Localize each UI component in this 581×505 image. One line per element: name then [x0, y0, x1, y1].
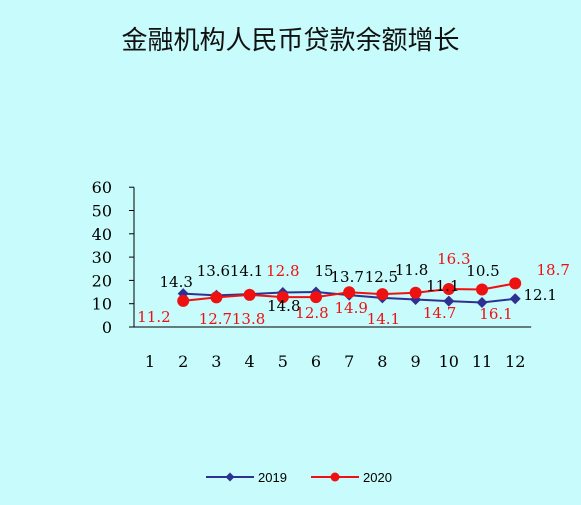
data-label: 12.5	[365, 268, 398, 286]
y-tick-label: 20	[92, 271, 112, 290]
data-point	[376, 288, 389, 301]
data-label: 11.1	[426, 277, 459, 295]
data-label: 14.3	[159, 273, 192, 291]
data-point	[343, 286, 356, 299]
x-tick-label: 11	[472, 352, 492, 371]
data-label: 14.1	[367, 310, 400, 328]
data-point	[442, 283, 455, 296]
data-label: 11.2	[137, 308, 170, 326]
data-point	[210, 291, 223, 304]
data-label: 13.7	[330, 268, 363, 286]
x-tick-label: 1	[145, 352, 155, 371]
legend-label: 2019	[258, 470, 287, 485]
data-label: 18.7	[536, 261, 569, 279]
data-label: 13.6	[197, 262, 230, 280]
data-label: 14.7	[423, 304, 456, 322]
data-label: 11.8	[395, 261, 428, 279]
data-label: 12.7	[199, 310, 232, 328]
x-tick-label: 12	[505, 352, 525, 371]
data-label: 12.8	[266, 262, 299, 280]
data-label: 15	[314, 262, 333, 280]
data-point	[310, 291, 322, 304]
data-point	[276, 291, 289, 304]
data-label: 12.1	[523, 286, 556, 304]
data-label: 16.1	[479, 305, 512, 323]
x-tick-label: 8	[377, 352, 387, 371]
y-tick-label: 60	[92, 178, 112, 197]
data-point	[409, 286, 422, 299]
legend-marker	[225, 472, 235, 482]
data-label: 16.3	[437, 250, 470, 268]
x-tick-label: 7	[344, 352, 354, 371]
data-point	[443, 295, 455, 307]
data-point	[509, 277, 522, 290]
y-tick-label: 30	[92, 248, 112, 267]
data-point	[476, 297, 488, 309]
data-label: 10.5	[466, 262, 499, 280]
chart-title: 金融机构人民币贷款余额增长	[121, 26, 460, 56]
data-point	[243, 288, 256, 301]
data-label: 14.9	[334, 299, 367, 317]
y-tick-label: 0	[102, 318, 112, 337]
data-point	[509, 293, 521, 305]
data-label: 12.8	[295, 304, 328, 322]
x-tick-label: 9	[411, 352, 421, 371]
x-tick-label: 3	[211, 352, 221, 371]
x-tick-label: 4	[245, 352, 255, 371]
x-tick-label: 5	[278, 352, 288, 371]
data-point	[476, 283, 488, 296]
x-tick-label: 2	[178, 352, 188, 371]
y-tick-label: 50	[92, 202, 112, 221]
data-point	[177, 294, 190, 307]
data-label: 14.8	[267, 297, 300, 315]
data-label: 13.8	[232, 310, 265, 328]
data-label: 14.1	[230, 262, 263, 280]
y-tick-label: 10	[92, 295, 112, 314]
legend-label: 2020	[363, 470, 392, 485]
legend-marker	[330, 472, 340, 482]
y-tick-label: 40	[92, 225, 112, 244]
x-tick-label: 10	[439, 352, 459, 371]
x-tick-label: 6	[311, 352, 321, 371]
